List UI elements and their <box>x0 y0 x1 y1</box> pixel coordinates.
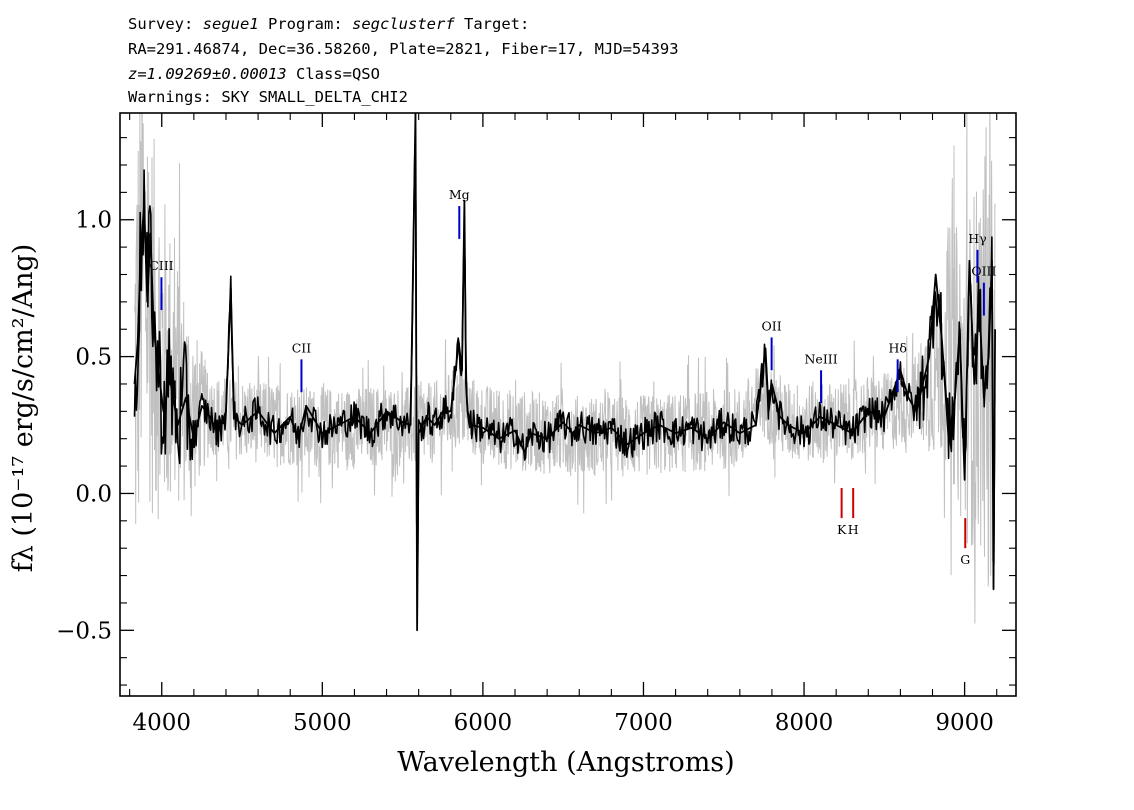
survey-label: Survey: <box>128 15 194 33</box>
x-tick-label: 6000 <box>454 710 513 736</box>
program-value: segclusterf <box>352 15 455 33</box>
line-label: Hγ <box>968 231 986 246</box>
y-tick-label: −0.5 <box>56 618 112 644</box>
error-band-path <box>134 113 996 624</box>
class-value: Class=QSO <box>295 65 380 83</box>
plot-frame <box>119 112 1017 697</box>
survey-value: segue1 <box>202 15 259 33</box>
line-label: Hδ <box>888 340 906 355</box>
line-label: Mg <box>449 187 470 202</box>
y-tick-label: 0.5 <box>75 345 112 371</box>
line-label: H <box>848 522 859 537</box>
line-label: G <box>960 552 970 567</box>
x-tick-label: 4000 <box>132 710 191 736</box>
flux-line <box>133 113 996 632</box>
header-line-3: z=1.09269±0.00013 Class=QSO <box>128 66 380 82</box>
y-axis-label: fλ (10⁻¹⁷ erg/s/cm²/Ang) <box>8 244 39 573</box>
x-axis-label: Wavelength (Angstroms) <box>397 747 734 778</box>
line-label: OIII <box>971 264 996 279</box>
line-annotations: CIII CII Mg OII NeIII Hδ Hγ OIII K H G <box>149 187 996 567</box>
redshift-value: z=1.09269±0.00013 <box>128 65 287 83</box>
header-warnings: Warnings: SKY SMALL_DELTA_CHI2 <box>128 88 408 106</box>
flux-spectrum <box>133 113 996 632</box>
y-tick-label: 0.0 <box>75 481 112 507</box>
y-tick-label: 1.0 <box>75 208 112 234</box>
x-tick-label: 8000 <box>775 710 834 736</box>
x-tick-label: 5000 <box>293 710 352 736</box>
x-tick-label: 9000 <box>935 710 994 736</box>
program-label: Program: <box>268 15 343 33</box>
line-label: CII <box>292 340 312 355</box>
line-label: K <box>837 522 847 537</box>
x-tick-label: 7000 <box>614 710 673 736</box>
line-label: OII <box>762 318 782 333</box>
flux-noise-path <box>133 154 996 568</box>
header-line-1: Survey: segue1 Program: segclusterf Targ… <box>128 16 529 32</box>
header-line-2: RA=291.46874, Dec=36.58260, Plate=2821, … <box>128 40 679 58</box>
target-label: Target: <box>464 15 530 33</box>
error-band <box>134 113 996 624</box>
axis-ticks: 4000 5000 6000 7000 8000 9000 −0.5 0.0 0.5 1.0 <box>56 113 1016 736</box>
line-label: CIII <box>149 258 173 273</box>
line-label: NeIII <box>804 351 837 366</box>
